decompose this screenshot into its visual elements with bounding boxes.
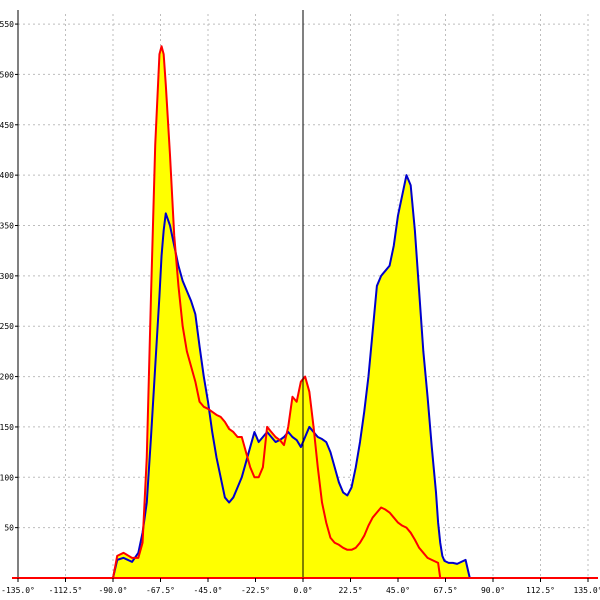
x-tick-label: 135.0° <box>574 586 600 595</box>
x-tick-label: -45.0° <box>194 586 223 595</box>
area-fill <box>18 46 588 578</box>
x-tick-label: -22.5° <box>241 586 270 595</box>
x-tick-label: -67.5° <box>146 586 175 595</box>
x-tick-label: 90.0° <box>481 586 505 595</box>
y-tick-label: 500 <box>0 70 14 79</box>
y-tick-label: 450 <box>0 121 14 130</box>
y-tick-label: 150 <box>0 423 14 432</box>
y-tick-label: 250 <box>0 322 14 331</box>
axis-layer <box>12 10 598 582</box>
y-tick-label: 300 <box>0 272 14 281</box>
x-tick-label: 22.5° <box>338 586 362 595</box>
y-tick-label: 200 <box>0 373 14 382</box>
x-tick-label: 45.0° <box>386 586 410 595</box>
x-tick-label: 112.5° <box>526 586 555 595</box>
x-tick-label: 0.0° <box>293 586 312 595</box>
y-tick-label: 550 <box>0 20 14 29</box>
y-tick-label: 50 <box>4 524 14 533</box>
x-tick-label: -112.5° <box>49 586 83 595</box>
x-tick-label: -135.0° <box>1 586 35 595</box>
x-tick-label: 67.5° <box>433 586 457 595</box>
x-tick-label: -90.0° <box>99 586 128 595</box>
tick-label-layer: -135.0° -112.5° -90.0° -67.5° -45.0° -22.5° 0.… <box>0 20 600 595</box>
y-tick-label: 100 <box>0 473 14 482</box>
y-tick-label: 350 <box>0 222 14 231</box>
y-tick-label: 400 <box>0 171 14 180</box>
